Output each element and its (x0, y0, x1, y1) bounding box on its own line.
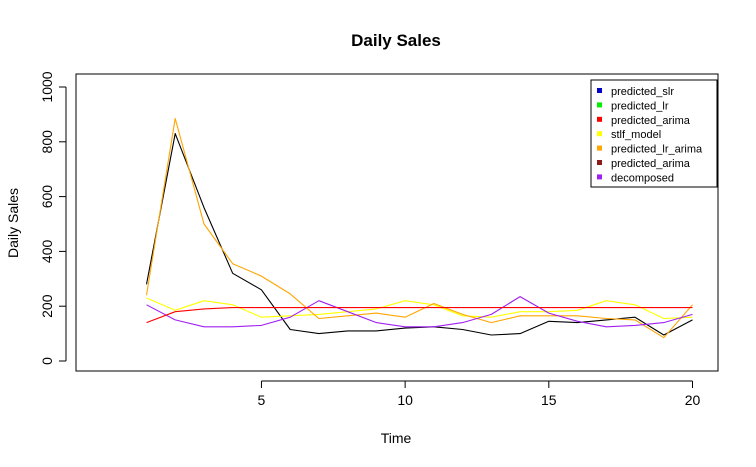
x-tick-label: 15 (541, 392, 557, 408)
x-axis-label: Time (381, 430, 412, 446)
legend-box (590, 79, 718, 188)
y-tick-label: 600 (39, 185, 55, 209)
x-axis: 5 10 15 20 (258, 380, 701, 408)
y-tick-label: 1000 (39, 71, 55, 102)
series-line-2 (145, 117, 693, 339)
legend-swatch (597, 116, 602, 122)
x-tick-label: 20 (685, 392, 701, 408)
series-line-4 (146, 307, 693, 324)
legend-label: predicted_slr (611, 86, 674, 98)
series-layer (145, 117, 693, 339)
legend-swatch (597, 174, 602, 180)
legend-label: predicted_arima (611, 158, 691, 170)
legend-swatch (597, 102, 602, 108)
legend-swatch (597, 88, 602, 93)
legend: predicted_slr predicted_lr predicted_arima… (590, 79, 718, 188)
y-tick-label: 200 (39, 294, 55, 318)
series-line-3 (146, 296, 693, 328)
legend-label: predicted_arima (611, 115, 691, 127)
legend-label: predicted_lr_arima (611, 144, 703, 156)
legend-label: predicted_lr (611, 100, 669, 112)
y-tick-label: 400 (39, 240, 55, 264)
chart-title: Daily Sales (351, 31, 441, 50)
plot-frame (75, 73, 719, 372)
y-tick-label: 0 (39, 357, 55, 365)
legend-label: stlf_model (611, 129, 661, 141)
legend-swatch (597, 145, 602, 151)
legend-swatch (597, 131, 602, 137)
series-line-1 (146, 297, 693, 320)
legend-label: decomposed (611, 172, 674, 184)
x-tick-label: 10 (397, 392, 413, 408)
y-tick-label: 800 (39, 130, 55, 154)
y-axis-label: Daily Sales (5, 188, 21, 258)
y-axis: 0 200 400 600 800 1000 (39, 71, 67, 365)
legend-swatch (597, 160, 602, 165)
x-tick-label: 5 (258, 392, 266, 408)
series-line-0 (145, 133, 693, 336)
